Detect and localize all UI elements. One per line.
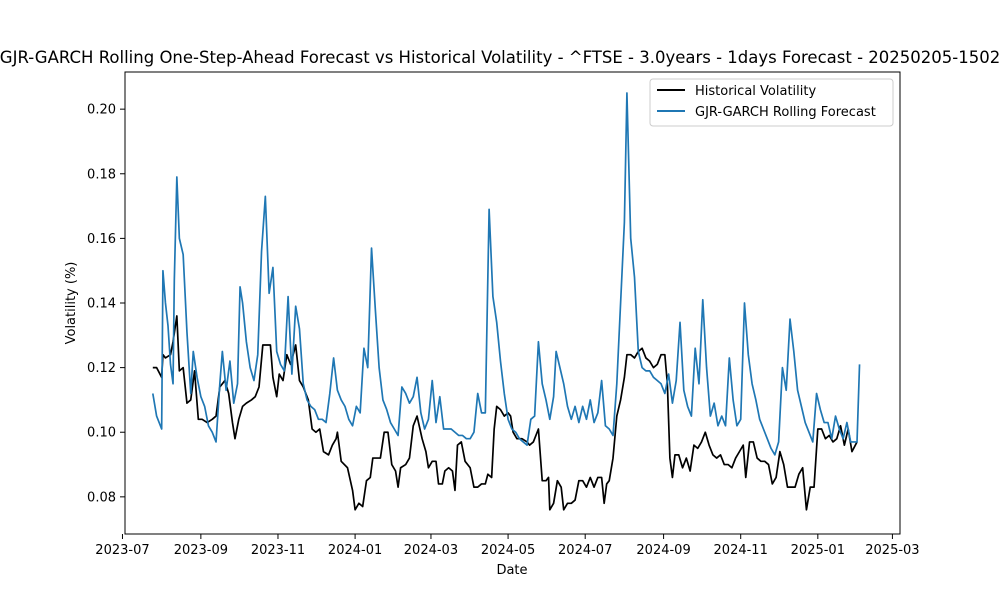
y-tick-label: 0.16: [87, 232, 116, 247]
y-tick-label: 0.18: [87, 167, 116, 182]
y-tick-label: 0.08: [87, 490, 116, 505]
series-line-historical-volatility: [152, 315, 858, 511]
x-tick-label: 2024-01: [328, 543, 382, 558]
y-tick-label: 0.12: [87, 361, 116, 376]
y-tick-label: 0.20: [87, 103, 116, 118]
y-axis: 0.08 0.10 0.12 0.14 0.16 0.18 0.20: [87, 103, 125, 505]
chart-title: GJR-GARCH Rolling One-Step-Ahead Forecas…: [0, 48, 1000, 67]
legend-box: [649, 78, 894, 127]
x-tick-label: 2025-01: [791, 543, 845, 558]
y-tick-label: 0.10: [87, 426, 116, 441]
x-tick-label: 2024-03: [404, 543, 458, 558]
series-layer: [151, 92, 861, 511]
legend: Historical Volatility GJR-GARCH Rolling …: [649, 78, 894, 127]
x-axis-label: Date: [496, 563, 527, 578]
legend-label-gjr-garch-forecast: GJR-GARCH Rolling Forecast: [695, 105, 876, 120]
y-tick-label: 0.14: [87, 297, 116, 312]
x-tick-label: 2024-09: [636, 543, 690, 558]
x-tick-label: 2023-07: [95, 543, 149, 558]
y-axis-label: Volatility (%): [64, 262, 79, 345]
x-axis: 2023-07 2023-09 2023-11 2024-01 2024-03 2024-…: [95, 534, 920, 558]
x-tick-label: 2024-05: [481, 543, 535, 558]
x-tick-label: 2024-07: [558, 543, 612, 558]
x-tick-label: 2023-09: [174, 543, 228, 558]
plot-area: 2023-07 2023-09 2023-11 2024-01 2024-03 2024-…: [87, 71, 920, 558]
series-line-gjr-garch-rolling-forecast: [151, 92, 861, 456]
x-tick-label: 2023-11: [251, 543, 305, 558]
x-tick-label: 2024-11: [714, 543, 768, 558]
legend-label-historical-volatility: Historical Volatility: [695, 84, 816, 99]
x-tick-label: 2025-03: [865, 543, 919, 558]
